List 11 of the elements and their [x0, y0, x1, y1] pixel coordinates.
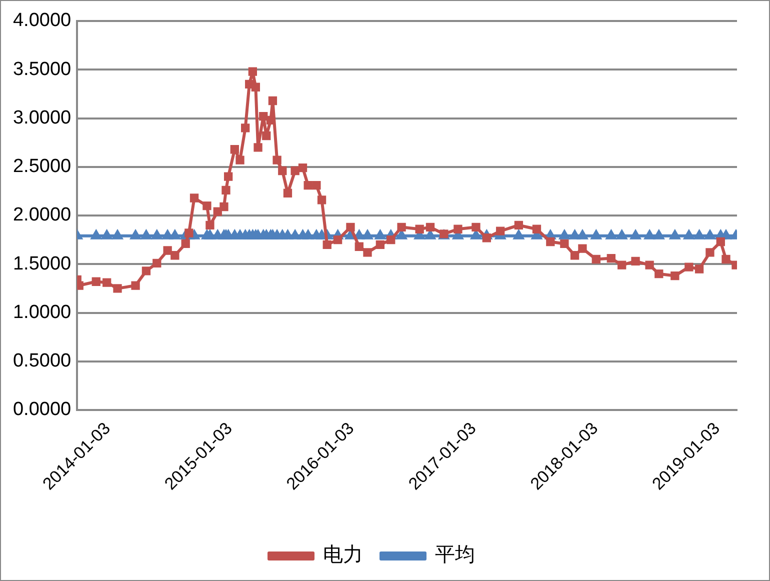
y-tick-label: 1.5000 — [12, 253, 72, 274]
y-tick-label: 0.0000 — [12, 399, 72, 420]
y-tick-label: 2.5000 — [12, 156, 72, 178]
y-tick-label: 3.5000 — [12, 58, 72, 80]
legend-label: 平均 — [435, 542, 475, 566]
y-tick-label: 2.0000 — [12, 204, 72, 226]
legend-label: 电力 — [323, 542, 363, 566]
y-tick-label: 4.0000 — [12, 10, 72, 32]
y-tick-label: 3.0000 — [12, 107, 72, 128]
y-tick-label: 1.0000 — [12, 302, 72, 323]
y-tick-label: 0.5000 — [12, 350, 72, 372]
